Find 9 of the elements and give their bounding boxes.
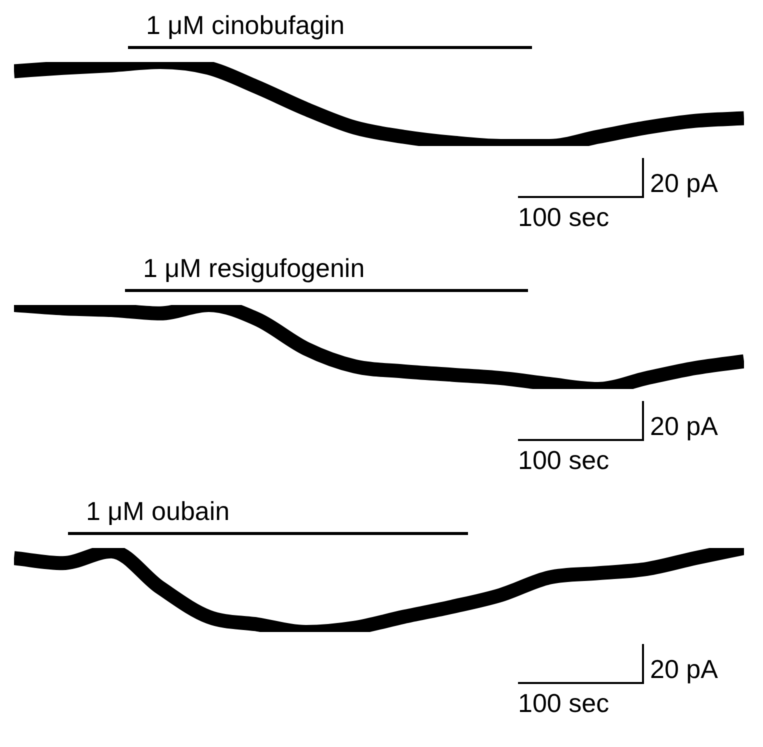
text: 20 pA: [650, 411, 718, 442]
text: 1 μM cinobufagin: [146, 10, 345, 41]
text: 20 pA: [650, 168, 718, 199]
text: 100 sec: [518, 202, 610, 233]
text: 100 sec: [518, 688, 610, 719]
text: 1 μM oubain: [86, 496, 230, 527]
text: 20 pA: [650, 654, 718, 685]
text: 1 μM resigufogenin: [143, 253, 365, 284]
text: 100 sec: [518, 445, 610, 476]
